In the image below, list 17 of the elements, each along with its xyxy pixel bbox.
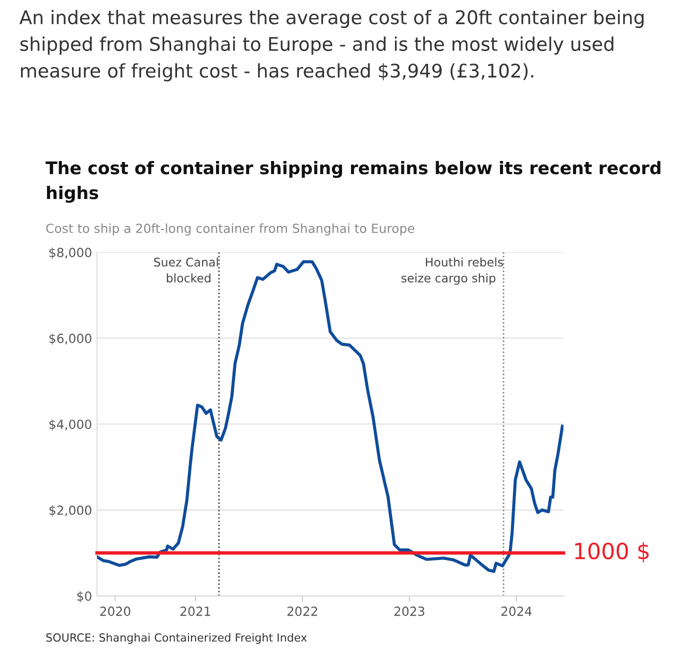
source-note: SOURCE: Shanghai Containerized Freight Index <box>46 633 307 644</box>
ref-line-label: Suez Canal blocked <box>154 257 218 282</box>
chart-title: The cost of container shipping remains below its recent record highs <box>46 160 660 203</box>
y-tick-label: $2,000 <box>49 505 92 517</box>
ref-line-label: Houthi rebels seize cargo ship <box>402 257 503 285</box>
y-tick-label: $8,000 <box>49 248 92 259</box>
x-tick-label: 2020 <box>100 606 130 616</box>
x-tick-label: 2021 <box>180 606 210 616</box>
chart-subtitle: Cost to ship a 20ft-long container from Shanghai to Europe <box>46 223 414 236</box>
x-tick-label: 2022 <box>287 606 318 616</box>
y-tick-label: $0 <box>77 591 92 602</box>
text: An index that measures the average cost of a 20ft container being shipped from Shanghai to Europe - and is the most widely used measure of freight cost - has reached $3,949 (£3,102). <box>19 10 644 82</box>
ref-line-label: 1000 $ <box>575 542 649 562</box>
y-tick-label: $4,000 <box>49 419 92 431</box>
x-tick-label: 2023 <box>394 606 424 616</box>
y-tick-label: $6,000 <box>49 333 92 345</box>
x-tick-label: 2024 <box>501 606 532 616</box>
